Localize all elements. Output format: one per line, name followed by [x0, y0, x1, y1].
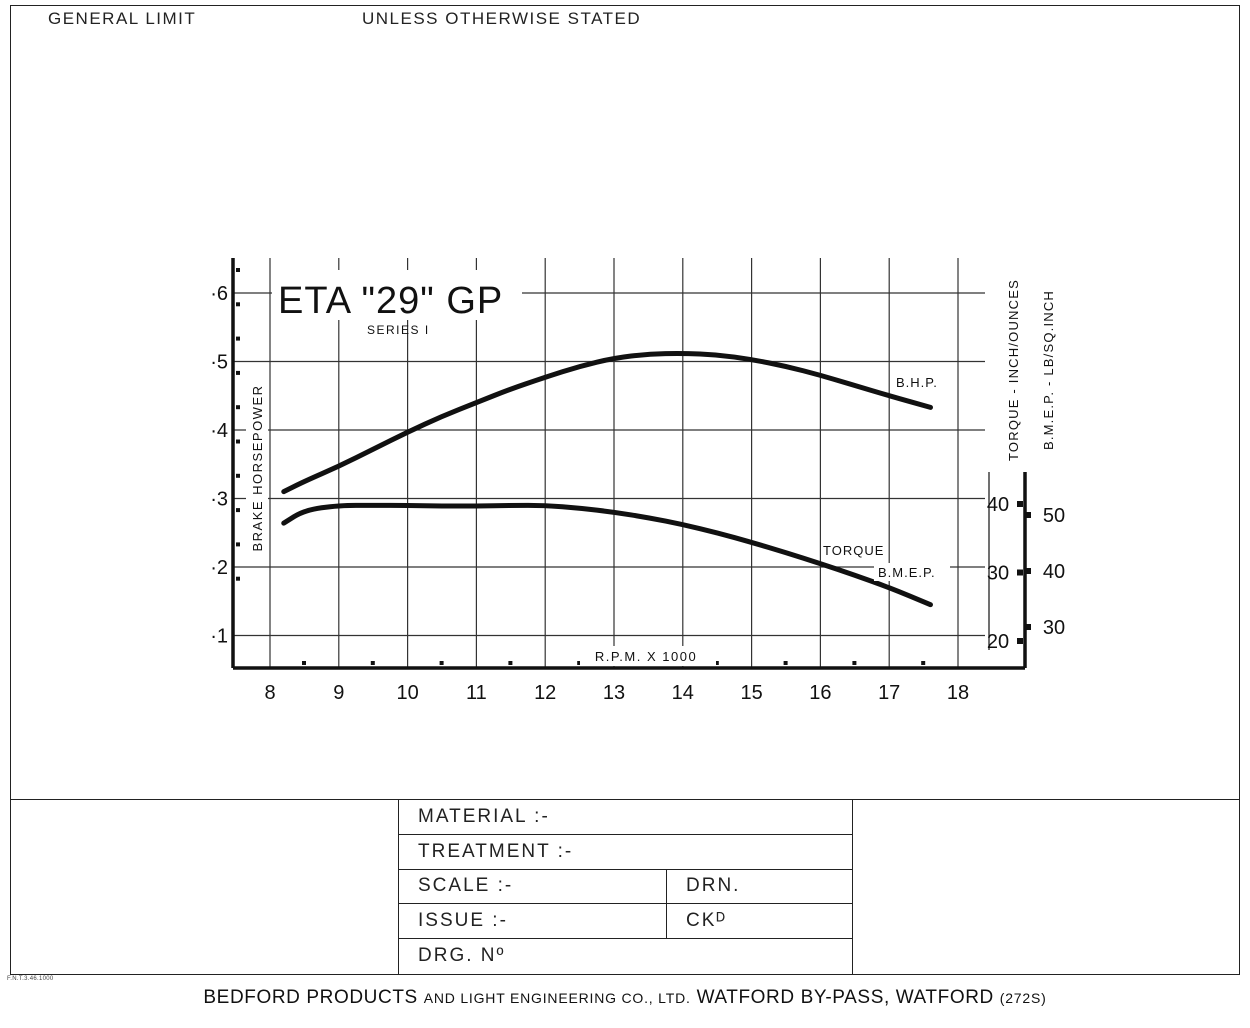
ylabel-background: [246, 374, 268, 566]
print-mark: F.N.T.3.46.1000: [7, 976, 54, 982]
drawing-number-field: DRG. Nº: [418, 945, 506, 966]
footer-address: WATFORD BY-PASS, WATFORD: [696, 987, 994, 1008]
title-block-divider-right: [852, 800, 853, 975]
row-separator: [398, 834, 852, 835]
chart-subtitle: SERIES I: [367, 323, 430, 337]
axis-minor-tick: [852, 661, 857, 665]
bhp-label-background: [892, 373, 948, 391]
axis-minor-tick: [921, 661, 926, 665]
unless-otherwise-stated-label: UNLESS OTHERWISE STATED: [362, 9, 642, 28]
x-tick-label: 8: [264, 682, 275, 704]
x-tick-label: 16: [809, 682, 831, 704]
x-axis-label: R.P.M. X 1000: [595, 649, 697, 664]
company-footer: BEDFORD PRODUCTS AND LIGHT ENGINEERING C…: [0, 987, 1250, 1009]
x-tick-label: 15: [740, 682, 762, 704]
axis-minor-tick: [236, 268, 240, 272]
footer-code: (272S): [999, 990, 1047, 1006]
y-tick-label: ·6: [210, 283, 228, 305]
y-tick-label: ·3: [210, 489, 228, 511]
bmep-label-background: [874, 563, 950, 581]
row-separator: [398, 938, 852, 939]
x-tick-label: 12: [534, 682, 556, 704]
x-tick-label: 18: [947, 682, 969, 704]
xlabel-background: [580, 646, 716, 666]
footer-company-small: AND LIGHT ENGINEERING CO., LTD.: [423, 990, 691, 1006]
drawn-by-field: DRN.: [686, 875, 741, 896]
torque-tick-mark: [1017, 569, 1023, 576]
checked-field: CKᴰ: [686, 910, 727, 931]
axis-minor-tick: [236, 336, 240, 341]
row-separator: [398, 869, 852, 870]
axis-minor-tick: [302, 661, 306, 665]
torque-bmep-curve: [281, 502, 933, 608]
bhp-curve: [281, 351, 933, 495]
torque-curve-label: TORQUE: [823, 543, 884, 558]
treatment-field: TREATMENT :-: [418, 841, 574, 862]
x-tick-label: 13: [603, 682, 625, 704]
bmep-tick-label: 40: [1043, 561, 1065, 583]
axis-minor-tick: [236, 542, 240, 547]
title-block-divider-left: [398, 800, 399, 975]
y-tick-label: ·5: [210, 352, 228, 374]
axis-minor-tick: [439, 661, 444, 665]
axis-minor-tick: [236, 439, 240, 444]
torque-tick-mark: [1017, 501, 1023, 507]
bmep-axis-label: B.M.E.P. - LB/SQ.INCH: [1041, 290, 1056, 450]
x-tick-label: 11: [466, 682, 487, 704]
axis-minor-tick: [577, 661, 582, 665]
axis-minor-tick: [236, 302, 240, 307]
axis-minor-tick: [236, 370, 240, 375]
scale-field: SCALE :-: [418, 875, 514, 896]
issue-field: ISSUE :-: [418, 910, 508, 931]
axis-minor-tick: [783, 661, 788, 665]
footer-company: BEDFORD PRODUCTS: [203, 987, 418, 1008]
title-block: MATERIAL :- TREATMENT :- SCALE :- DRN. I…: [10, 799, 1240, 975]
performance-chart: 8 9 10 11 12 13 14 15 16 17 18 ·1 ·2 ·3 ·4 ·5 ·6 20 30 40 30…: [210, 258, 1065, 704]
torque-tick-label: 40: [987, 494, 1009, 516]
y-tick-label: ·4: [210, 420, 228, 442]
torque-tick-label: 30: [987, 563, 1009, 585]
axis-minor-tick: [236, 576, 240, 581]
torque-tick-label: 20: [987, 631, 1009, 653]
bmep-tick-label: 50: [1043, 505, 1065, 527]
torque-tick-mark: [1017, 638, 1023, 644]
x-tick-label: 9: [333, 682, 344, 704]
axis-minor-tick: [236, 473, 240, 478]
bmep-tick-label: 30: [1043, 617, 1065, 639]
axis-minor-tick: [714, 661, 719, 665]
axis-minor-tick: [508, 661, 513, 665]
axis-minor-tick: [236, 508, 240, 513]
axis-minor-tick: [236, 405, 240, 410]
general-limit-label: GENERAL LIMIT: [48, 9, 197, 28]
x-tick-label: 14: [672, 682, 694, 704]
axis-minor-tick: [370, 661, 375, 665]
bmep-tick-mark: [1025, 624, 1031, 630]
row-separator: [398, 903, 852, 904]
bhp-curve-label: B.H.P.: [896, 375, 938, 390]
y-axis-label: BRAKE HORSEPOWER: [250, 384, 265, 551]
bmep-curve-label: B.M.E.P.: [878, 565, 936, 580]
bmep-tick-mark: [1025, 512, 1031, 518]
chart-title: ETA "29" GP: [278, 280, 503, 322]
material-field: MATERIAL :-: [418, 806, 550, 827]
torque-axis-label: TORQUE - INCH/OUNCES: [1006, 279, 1021, 461]
drawing-sheet-border: [10, 5, 1240, 975]
bmep-tick-mark: [1025, 568, 1031, 574]
x-tick-label: 17: [878, 682, 900, 704]
x-tick-label: 10: [396, 682, 418, 704]
title-background: [272, 270, 522, 320]
y-tick-label: ·1: [210, 626, 228, 648]
y-tick-label: ·2: [210, 557, 228, 579]
